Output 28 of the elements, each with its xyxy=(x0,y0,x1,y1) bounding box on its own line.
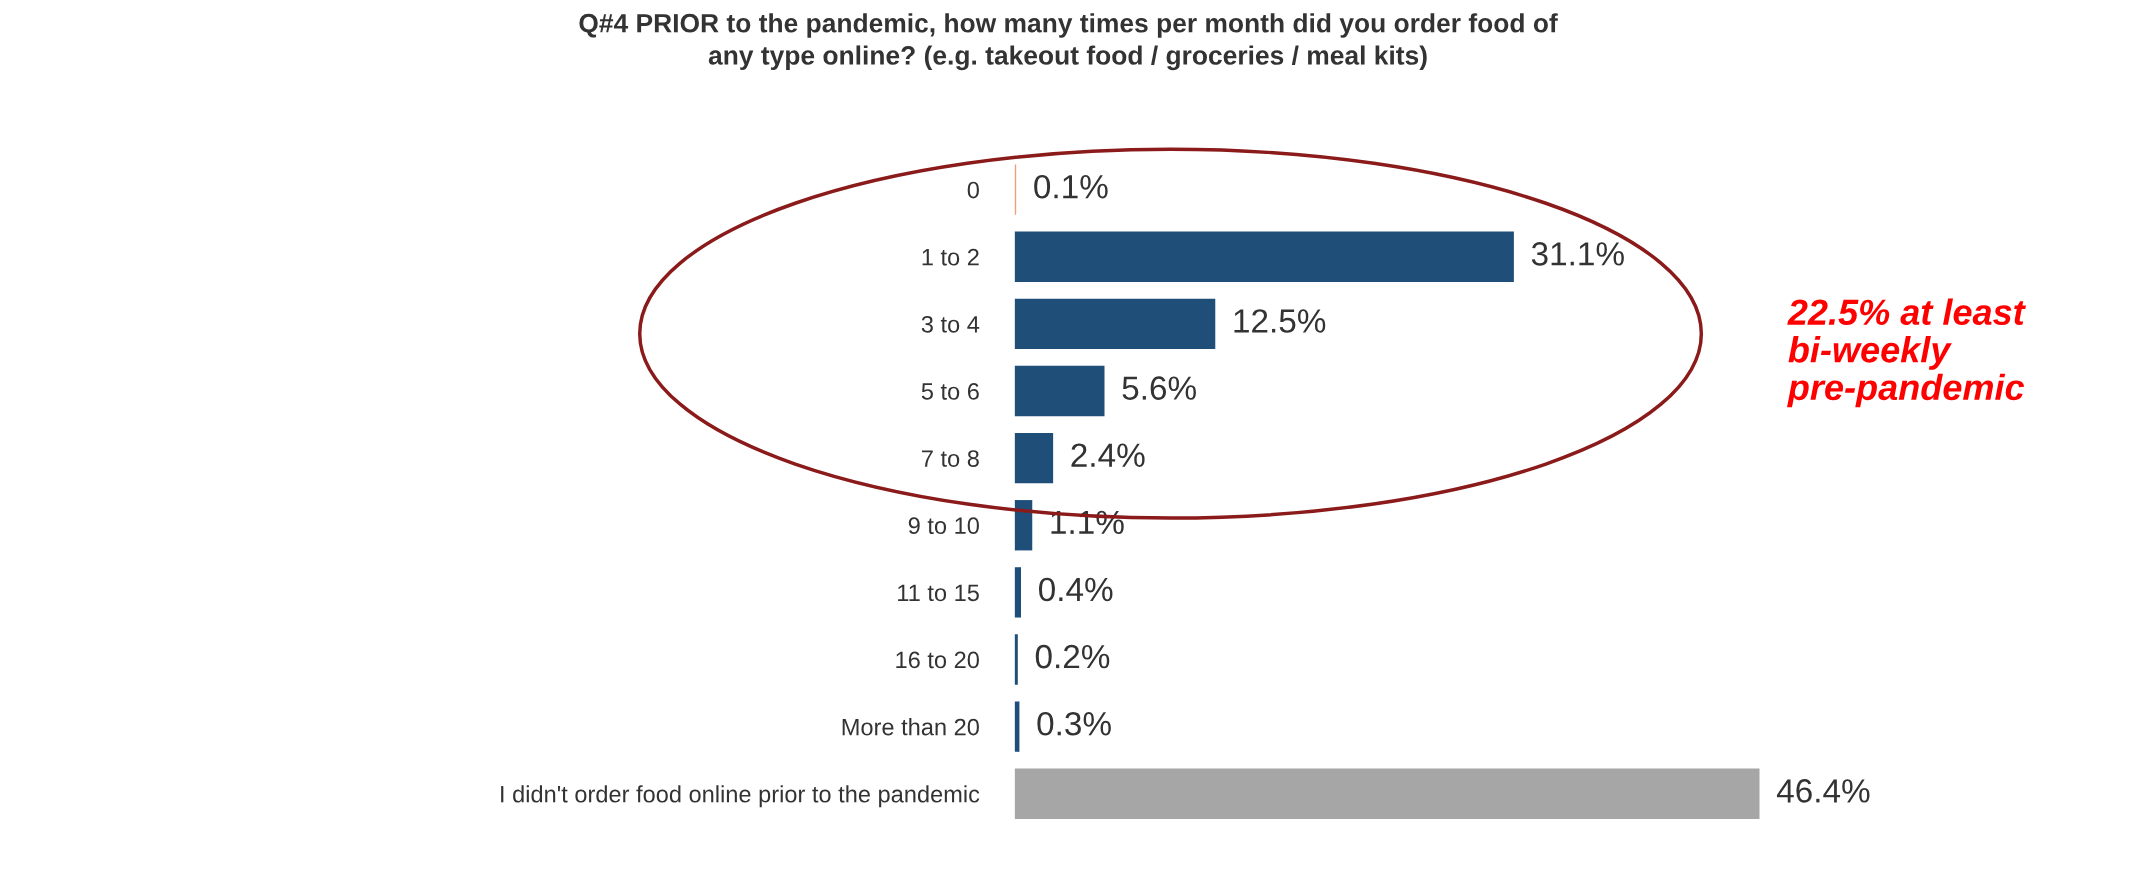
chart-title: Q#4 PRIOR to the pandemic, how many times per month did you order food of any type online? (e.g. takeout food / groceries / meal kits) xyxy=(579,13,1558,71)
data-label: 46.4% xyxy=(1776,779,1870,803)
data-label: 2.4% xyxy=(1071,443,1145,467)
data-label: 0.4% xyxy=(1038,577,1113,602)
y-tick-label: 1 to 2 xyxy=(922,248,979,266)
y-tick-label: 16 to 20 xyxy=(896,651,979,669)
y-tick-label: 7 to 8 xyxy=(922,450,979,467)
bar xyxy=(1014,365,1105,417)
y-tick-label: 9 to 10 xyxy=(908,517,979,535)
data-label: 12.5% xyxy=(1234,309,1326,333)
data-label: 0.1% xyxy=(1034,174,1108,199)
bar xyxy=(1014,768,1760,819)
bar xyxy=(1014,432,1054,484)
text: 22.5% at least bi-weekly pre-pandemic xyxy=(1787,298,2026,408)
y-tick-label: 3 to 4 xyxy=(921,315,980,333)
y-tick-label: I didn't order food online prior to the pandemic xyxy=(501,785,980,808)
y-tick-label: 11 to 15 xyxy=(898,584,979,602)
data-label: 0.3% xyxy=(1037,711,1111,736)
bar xyxy=(1014,231,1514,282)
bar xyxy=(1014,634,1018,685)
data-label: 0.2% xyxy=(1035,644,1110,669)
y-tick-label: 5 to 6 xyxy=(921,383,979,400)
bar xyxy=(1014,298,1216,350)
data-label: 31.1% xyxy=(1531,242,1624,266)
y-tick-label: More than 20 xyxy=(842,718,979,736)
data-label: 5.6% xyxy=(1122,376,1196,400)
y-tick-label: 0 xyxy=(967,181,979,199)
bar xyxy=(1014,567,1022,618)
